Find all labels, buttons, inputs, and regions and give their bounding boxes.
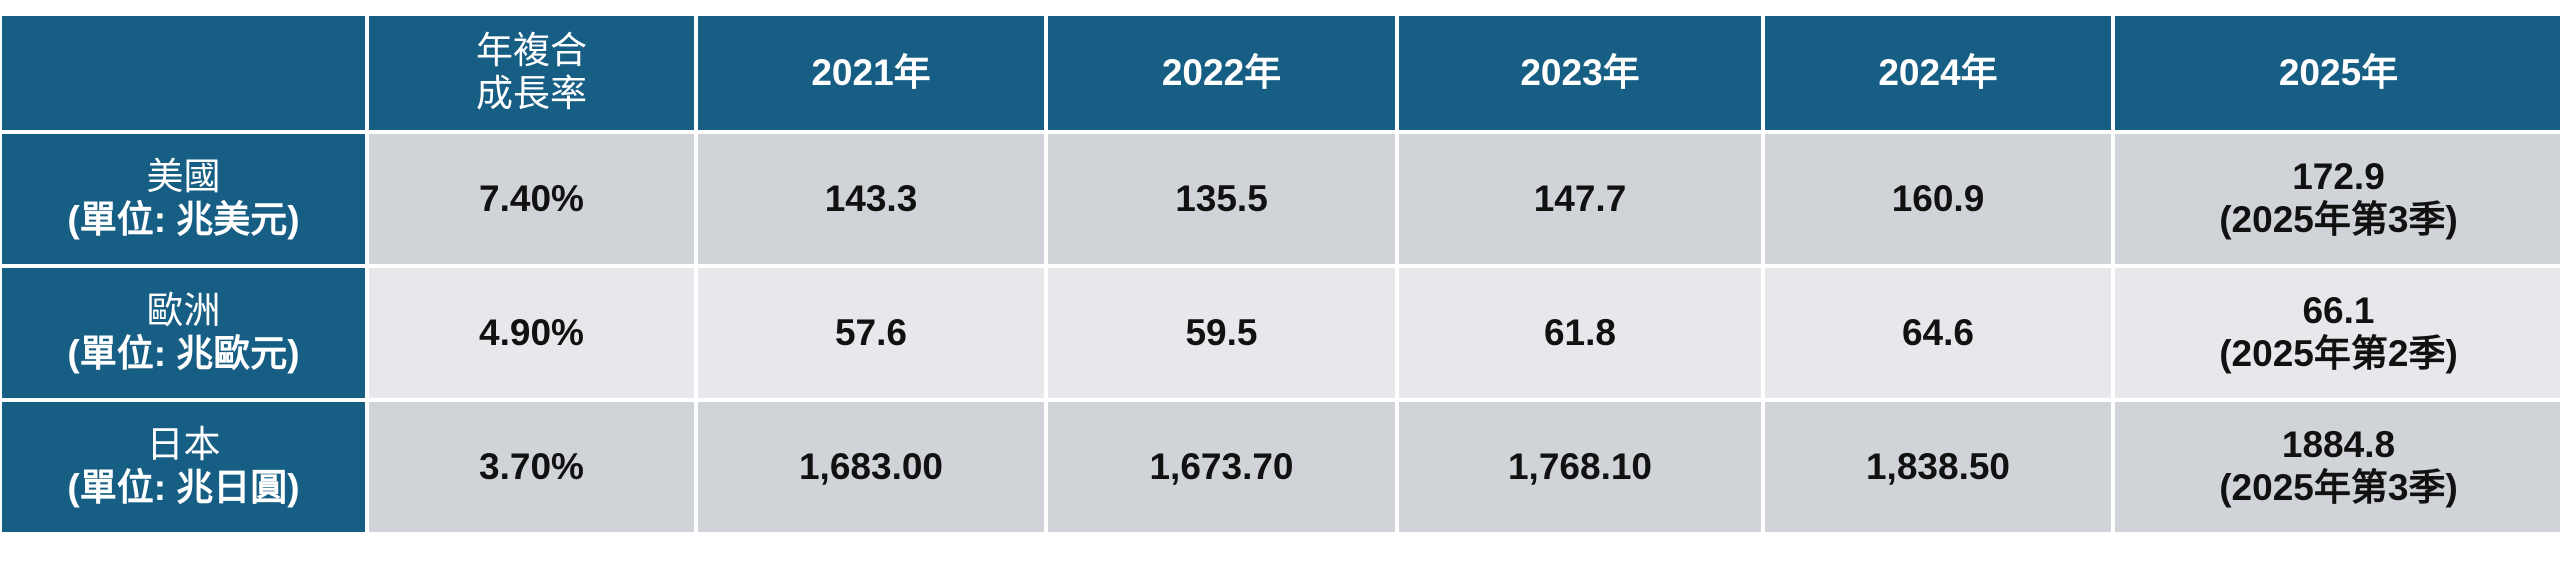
cell-text: 147.7 [1533, 177, 1627, 219]
cell-text: (2025年第3季) [2219, 199, 2458, 240]
header-text: 2021年 [811, 51, 931, 93]
data-cell: 61.8 [1399, 268, 1761, 398]
label-text: 日本 [146, 424, 221, 466]
row-label: 日本 (單位: 兆日圓) [2, 402, 365, 532]
data-cell: 172.9 (2025年第3季) [2115, 134, 2560, 264]
label-text: 歐洲 [146, 290, 221, 332]
row-label: 歐洲 (單位: 兆歐元) [2, 268, 365, 398]
cell-text: (2025年第3季) [2219, 467, 2458, 508]
data-cell: 57.6 [698, 268, 1044, 398]
cell-text: 1,768.10 [1507, 445, 1653, 487]
cell-text: (2025年第2季) [2219, 333, 2458, 374]
cell-text: 1,838.50 [1865, 445, 2011, 487]
cell-text: 160.9 [1891, 177, 1985, 219]
header-text: 2024年 [1878, 51, 1998, 93]
data-cell: 160.9 [1765, 134, 2111, 264]
header-cell: 2021年 [698, 16, 1044, 130]
data-cell: 3.70% [369, 402, 694, 532]
cell-text: 66.1 [2302, 290, 2375, 332]
cell-text: 64.6 [1901, 311, 1974, 353]
data-cell: 135.5 [1048, 134, 1395, 264]
cell-text: 59.5 [1185, 311, 1258, 353]
cell-text: 1,673.70 [1149, 445, 1294, 487]
cell-text: 57.6 [834, 311, 907, 353]
cell-text: 143.3 [824, 177, 918, 219]
header-text: 成長率 [476, 73, 587, 114]
label-text: 美國 [146, 156, 221, 198]
data-cell: 1884.8 (2025年第3季) [2115, 402, 2560, 532]
header-text: 2025年 [2278, 51, 2399, 93]
header-text: 2022年 [1161, 51, 1282, 93]
data-cell: 1,768.10 [1399, 402, 1761, 532]
cell-text: 61.8 [1543, 311, 1616, 353]
data-cell: 4.90% [369, 268, 694, 398]
data-cell: 147.7 [1399, 134, 1761, 264]
label-text: (單位: 兆歐元) [67, 333, 300, 374]
header-text: 2023年 [1520, 51, 1640, 93]
data-cell: 1,673.70 [1048, 402, 1395, 532]
header-text: 年複合 [476, 30, 587, 72]
data-cell: 1,838.50 [1765, 402, 2111, 532]
corner-cell [2, 16, 365, 130]
cell-text: 4.90% [479, 311, 584, 353]
cell-text: 1884.8 [2281, 424, 2396, 466]
data-cell: 66.1 (2025年第2季) [2115, 268, 2560, 398]
cell-text: 172.9 [2292, 156, 2385, 198]
row-label: 美國 (單位: 兆美元) [2, 134, 365, 264]
header-cell: 2025年 [2115, 16, 2560, 130]
data-cell: 1,683.00 [698, 402, 1044, 532]
data-cell: 7.40% [369, 134, 694, 264]
cell-text: 1,683.00 [798, 445, 944, 487]
data-cell: 64.6 [1765, 268, 2111, 398]
cell-text: 7.40% [479, 177, 584, 219]
data-cell: 143.3 [698, 134, 1044, 264]
cell-text: 135.5 [1175, 177, 1268, 219]
cell-text: 3.70% [479, 445, 584, 487]
header-cell: 2024年 [1765, 16, 2111, 130]
header-cell: 2023年 [1399, 16, 1761, 130]
label-text: (單位: 兆美元) [67, 199, 300, 240]
header-cell: 2022年 [1048, 16, 1395, 130]
label-text: (單位: 兆日圓) [67, 467, 300, 508]
data-cell: 59.5 [1048, 268, 1395, 398]
header-cell: 年複合 成長率 [369, 16, 694, 130]
data-table: 年複合 成長率 2021年 2022年 2023年 2024年 2025年美國 (單位: 兆美… [2, 16, 2560, 532]
